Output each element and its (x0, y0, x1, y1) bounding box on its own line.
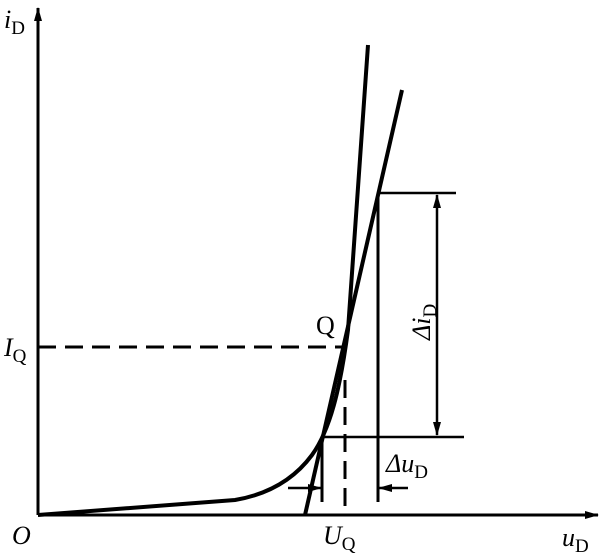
iq-label: IQ (3, 333, 27, 367)
delta-i-label: ΔiD (407, 304, 441, 341)
y-axis-label: iD (4, 5, 25, 39)
curve (37, 44, 370, 517)
x-axis-label: uD (562, 523, 589, 555)
drawing (34, 7, 599, 519)
q-label: Q (316, 311, 335, 340)
delta-u-label: ΔuD (385, 449, 428, 483)
uq-label: UQ (323, 521, 356, 555)
origin-label: O (12, 521, 31, 550)
